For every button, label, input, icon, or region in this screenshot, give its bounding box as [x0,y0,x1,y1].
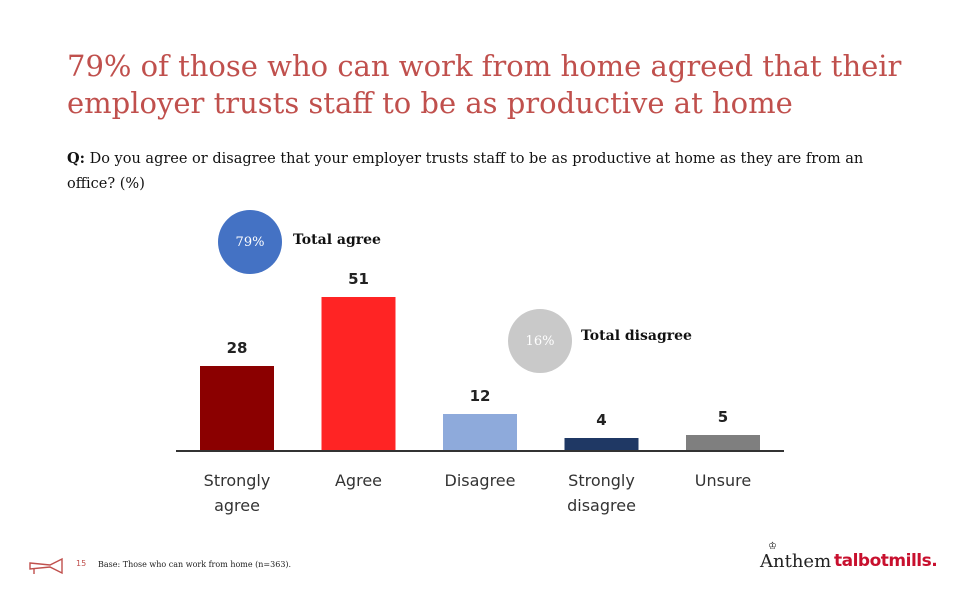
question-text: Q: Do you agree or disagree that your em… [67,146,897,197]
base-note: Base: Those who can work from home (n=36… [98,560,292,569]
total-disagree-label: Total disagree [581,328,692,344]
anthem-logo-text: Anthem [760,551,832,572]
total-agree-label: Total agree [293,232,381,248]
bar-4 [686,435,760,450]
total-agree-bubble: 79% [218,210,282,274]
data-label-3: 4 [596,411,606,429]
title-line-2: employer trusts staff to be as productiv… [67,86,793,120]
data-label-2: 12 [470,387,491,405]
data-label-4: 5 [718,408,728,426]
crown-icon: ♔ [768,541,777,552]
category-label-0-0: Strongly [204,471,271,490]
category-label-3-0: Strongly [568,471,635,490]
category-label-1-0: Agree [335,471,382,490]
bar-2 [443,414,517,450]
category-label-3-1: disagree [567,496,636,515]
anthem-logo: ♔ Anthem [760,541,832,572]
total-agree-pct: 79% [235,234,265,250]
data-label-0: 28 [227,339,248,357]
horn-icon [29,557,63,575]
page-number: 15 [76,559,87,568]
bar-0 [200,366,274,450]
page-title: 79% of those who can work from home agre… [67,48,927,122]
bar-1 [321,297,396,450]
category-label-0-1: agree [214,496,260,515]
category-label-4-0: Unsure [695,471,751,490]
talbotmills-logo: talbotmills. [834,551,938,571]
data-label-1: 51 [348,270,369,288]
total-disagree-bubble: 16% [508,309,572,373]
category-label-2-0: Disagree [445,471,516,490]
bar-3 [564,438,639,450]
question-body: Do you agree or disagree that your emplo… [67,151,864,192]
title-line-1: 79% of those who can work from home agre… [67,49,902,83]
total-disagree-pct: 16% [525,333,555,349]
question-prefix: Q: [67,150,85,167]
